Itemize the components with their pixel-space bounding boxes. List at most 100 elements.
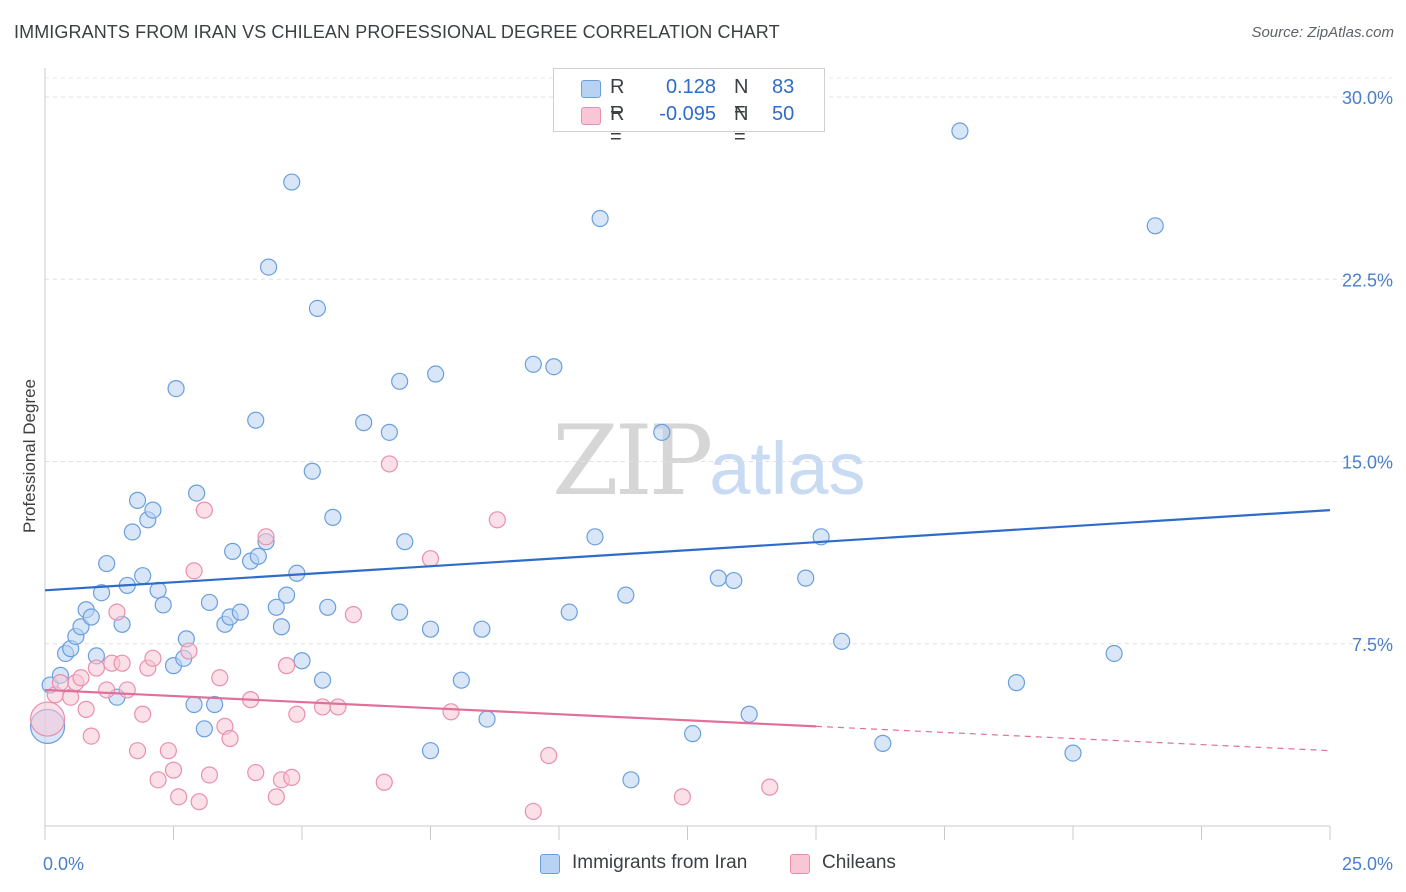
legend-n-label: N = [734, 76, 749, 121]
iran-point-63 [560, 603, 578, 621]
iran-point-60 [478, 710, 496, 728]
iran-point-40 [272, 618, 291, 636]
x-tick-label-0: 0.0% [43, 854, 84, 874]
iran-point-54 [391, 603, 409, 621]
chilean-point-44 [442, 703, 460, 721]
legend-n-value: 83 [772, 76, 795, 98]
iran-point-80 [1105, 644, 1123, 663]
chilean-point-26 [200, 766, 219, 784]
legend-n-value: 50 [772, 103, 795, 125]
legend-n-label: N = [734, 103, 749, 148]
chilean-point-33 [267, 788, 285, 806]
chilean-point-9 [98, 681, 116, 699]
iran-point-51 [380, 423, 398, 441]
iran-point-65 [591, 209, 609, 228]
chilean-point-22 [180, 642, 198, 660]
iran-point-67 [622, 771, 640, 789]
chilean-point-49 [761, 778, 779, 796]
iran-point-79 [1064, 744, 1082, 762]
iran-point-64 [586, 528, 604, 546]
iran-point-33 [231, 603, 249, 621]
legend-swatch-iran [581, 80, 601, 98]
iran-point-41 [277, 586, 296, 604]
chilean-point-17 [144, 649, 162, 667]
chilean-trend-line-dashed [815, 725, 1331, 752]
chilean-point-19 [159, 742, 177, 760]
iran-point-38 [259, 258, 278, 276]
iran-point-35 [247, 411, 265, 429]
legend-label-chileans: Chileans [822, 852, 896, 873]
iran-point-72 [740, 705, 758, 723]
iran-point-70 [709, 569, 727, 587]
chilean-point-6 [77, 700, 95, 718]
iran-point-75 [833, 632, 851, 650]
chilean-point-47 [540, 746, 558, 765]
legend-r-value: 0.128 [665, 76, 716, 98]
iran-point-47 [313, 671, 332, 689]
iran-point-69 [684, 725, 702, 743]
legend-r-label: R = [610, 76, 625, 121]
x-tick-label-1: 25.0% [1342, 854, 1393, 874]
chilean-point-38 [313, 698, 332, 716]
iran-point-20 [154, 596, 172, 614]
legend-swatch-chileans [581, 107, 601, 125]
iran-point-52 [391, 372, 409, 390]
iran-point-25 [185, 695, 203, 714]
iran-point-15 [128, 491, 147, 509]
iran-point-57 [427, 365, 445, 383]
correlation-legend: R = 0.128 N = 83 R = -0.095 N = 50 [553, 68, 825, 148]
chilean-point-11 [108, 603, 126, 621]
iran-point-10 [98, 554, 116, 573]
legend-swatch-iran [540, 854, 560, 874]
chilean-point-43 [421, 550, 440, 568]
chilean-point-35 [277, 657, 296, 675]
chilean-point-39 [329, 698, 347, 716]
chilean-point-7 [82, 727, 100, 745]
iran-point-81 [1146, 217, 1164, 235]
iran-point-48 [319, 598, 337, 616]
legend-r-label: R = [610, 103, 625, 148]
iran-point-44 [293, 652, 311, 670]
watermark-atlas: atlas [709, 427, 866, 510]
iran-point-18 [144, 501, 162, 519]
legend-swatch-chileans [790, 854, 810, 874]
chilean-point-8 [87, 659, 106, 677]
iran-point-49 [324, 508, 342, 526]
chart-source: Source: ZipAtlas.com [1251, 24, 1394, 41]
chilean-point-42 [380, 455, 398, 473]
chilean-point-41 [375, 773, 393, 791]
iran-point-9 [92, 584, 111, 602]
chilean-trend-line [44, 688, 817, 728]
chilean-point-37 [288, 705, 306, 723]
chilean-point-36 [283, 768, 301, 787]
iran-point-39 [267, 598, 285, 616]
iran-point-27 [195, 720, 213, 738]
iran-point-7 [82, 608, 100, 626]
chilean-point-40 [344, 605, 362, 624]
iran-trend-line [44, 509, 1331, 592]
iran-point-77 [951, 122, 969, 140]
chilean-point-25 [195, 501, 213, 519]
iran-point-50 [355, 414, 373, 432]
axes [44, 68, 1331, 840]
watermark: ZIPatlas [552, 405, 866, 517]
iran-point-42 [283, 173, 301, 191]
chilean-point-46 [524, 802, 542, 821]
chilean-point-18 [149, 771, 167, 789]
tick-labels: 7.5% 15.0% 22.5% 30.0% 0.0% 25.0% [43, 88, 1393, 874]
y-tick-label-2: 22.5% [1342, 270, 1393, 290]
y-tick-label-3: 30.0% [1342, 88, 1393, 108]
chart-title: IMMIGRANTS FROM IRAN VS CHILEAN PROFESSI… [14, 22, 780, 42]
y-tick-label-1: 15.0% [1342, 453, 1393, 473]
chilean-point-45 [488, 511, 506, 529]
chilean-point-24 [190, 793, 208, 811]
iran-point-22 [167, 380, 185, 398]
chilean-point-15 [134, 705, 152, 723]
legend-r-value: -0.095 [659, 103, 716, 125]
iran-point-46 [308, 299, 327, 318]
chilean-point-13 [118, 681, 136, 699]
chilean-point-32 [257, 528, 275, 546]
iran-point-36 [249, 547, 267, 565]
iran-point-53 [396, 533, 414, 551]
